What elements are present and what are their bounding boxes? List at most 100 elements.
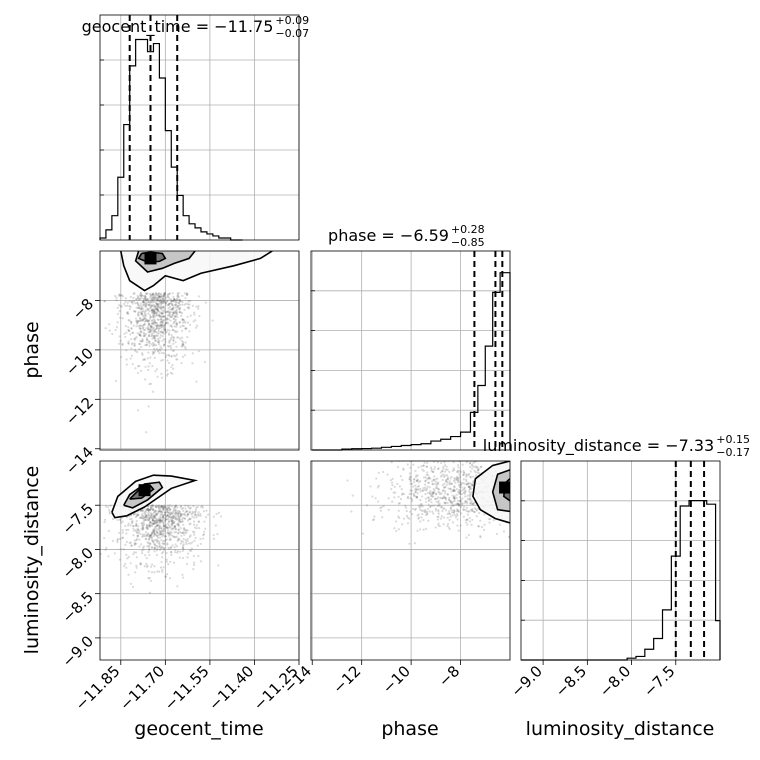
scatter-point (492, 519, 495, 522)
scatter-point (139, 327, 142, 330)
scatter-point (173, 512, 176, 516)
scatter-point (174, 548, 177, 552)
scatter-point (167, 353, 170, 357)
scatter-point (129, 305, 132, 309)
scatter-point (152, 529, 155, 532)
scatter-point (513, 503, 515, 505)
scatter-point (155, 368, 159, 371)
scatter-point (417, 466, 420, 469)
scatter-point (462, 491, 465, 494)
scatter-point (172, 311, 176, 314)
x-tick-label: −7.5 (640, 662, 678, 700)
scatter-point (145, 523, 148, 527)
scatter-point (142, 307, 145, 310)
scatter-point (116, 538, 119, 541)
scatter-point (181, 518, 184, 521)
scatter-point (444, 501, 447, 504)
scatter-point (429, 466, 433, 469)
scatter-point (168, 292, 171, 295)
scatter-point (127, 342, 131, 345)
scatter-point (465, 456, 467, 458)
scatter-point (175, 345, 178, 348)
scatter-point (168, 313, 171, 316)
scatter-point (136, 529, 140, 532)
scatter-point (429, 505, 432, 509)
scatter-point (170, 355, 173, 358)
scatter-point (438, 502, 441, 505)
scatter-point (162, 530, 165, 533)
scatter-point (162, 514, 165, 517)
scatter-point (453, 496, 456, 500)
scatter-point (141, 552, 144, 555)
scatter-point (191, 512, 194, 515)
scatter-point (185, 531, 188, 535)
scatter-point (432, 491, 435, 494)
scatter-point (164, 297, 167, 300)
scatter-point (449, 515, 452, 518)
scatter-point (196, 513, 200, 516)
scatter-point (514, 481, 516, 483)
scatter-point (165, 538, 168, 541)
scatter-point (135, 538, 138, 541)
scatter-point (143, 512, 147, 515)
scatter-point (477, 468, 480, 472)
scatter-point (459, 524, 462, 527)
scatter-point (423, 483, 427, 486)
scatter-point (422, 469, 425, 473)
scatter-point (518, 510, 520, 512)
scatter-point (405, 510, 408, 513)
scatter-point (149, 306, 152, 310)
scatter-point (168, 312, 171, 315)
scatter-point (197, 554, 200, 558)
scatter-point (161, 295, 164, 298)
scatter-point (421, 489, 424, 492)
scatter-point (426, 496, 430, 499)
scatter-point (155, 531, 159, 534)
scatter-point (183, 320, 186, 323)
scatter-point (445, 483, 448, 486)
scatter-point (103, 299, 106, 303)
scatter-point (153, 520, 156, 523)
scatter-point (96, 540, 98, 542)
scatter-point (157, 302, 160, 306)
scatter-point (467, 482, 470, 485)
scatter-point (463, 482, 466, 485)
scatter-point (172, 295, 175, 299)
scatter-point (474, 465, 478, 468)
scatter-point (147, 570, 150, 573)
scatter-point (419, 520, 422, 523)
scatter-point (162, 310, 166, 313)
scatter-point (157, 304, 160, 307)
scatter-point (159, 315, 162, 318)
scatter-point (159, 296, 162, 299)
title-sup: +0.28 (451, 223, 485, 236)
scatter-point (186, 529, 189, 532)
scatter-point (174, 551, 177, 554)
scatter-point (578, 528, 580, 530)
scatter-point (449, 500, 452, 503)
scatter-point (164, 355, 167, 359)
scatter-point (161, 339, 164, 342)
scatter-point (462, 473, 465, 477)
scatter-point (458, 475, 462, 478)
scatter-point (155, 529, 158, 533)
scatter-point (168, 547, 171, 550)
scatter-point (130, 300, 133, 304)
scatter-point (424, 511, 427, 514)
scatter-point (133, 542, 136, 545)
scatter-point (170, 308, 173, 311)
scatter-point (477, 525, 481, 528)
histogram-frame (310, 250, 511, 451)
scatter-point (141, 525, 144, 528)
scatter-point (391, 477, 394, 481)
scatter-point (160, 513, 163, 516)
y-ticks-luminosity_distance: −9.0−8.5−8.0−7.5 (59, 500, 100, 671)
scatter-point (157, 318, 160, 322)
scatter-point (137, 525, 140, 528)
scatter-point (156, 340, 160, 343)
scatter-point (172, 521, 175, 525)
scatter-point (144, 296, 147, 300)
scatter-point (156, 524, 159, 527)
scatter-point (478, 454, 480, 456)
scatter-point (178, 519, 181, 522)
